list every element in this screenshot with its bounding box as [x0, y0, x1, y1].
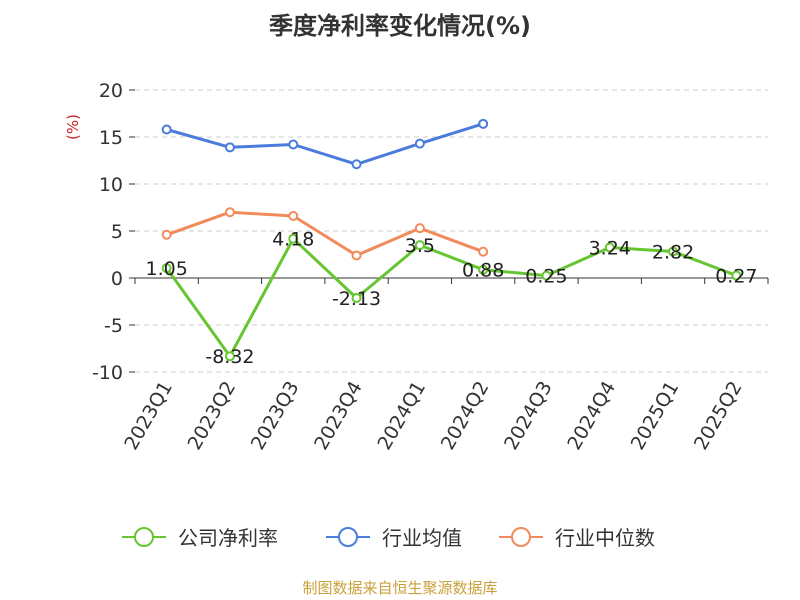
data-point — [161, 263, 172, 274]
y-tick-label: 10 — [99, 174, 123, 196]
legend-label: 行业均值 — [382, 526, 462, 550]
data-point — [604, 242, 615, 253]
y-tick-label: 20 — [99, 80, 123, 102]
data-point — [414, 240, 425, 251]
x-tick-label: 2024Q1 — [373, 378, 430, 454]
data-point — [414, 223, 425, 234]
data-label: 2.82 — [652, 241, 694, 263]
data-point — [224, 142, 235, 153]
source-note: 制图数据来自恒生聚源数据库 — [302, 579, 498, 597]
legend-swatch-marker — [338, 527, 358, 547]
chart-title: 季度净利率变化情况(%) — [269, 12, 531, 40]
x-tick-label: 2023Q1 — [120, 378, 177, 454]
data-point — [161, 229, 172, 240]
data-point — [224, 207, 235, 218]
x-tick-label: 2024Q2 — [437, 378, 494, 454]
data-label: 3.24 — [589, 238, 631, 260]
legend-item: 行业均值 — [326, 526, 462, 550]
data-label: -8.32 — [205, 346, 254, 368]
y-tick-label: 15 — [99, 127, 123, 149]
x-tick-label: 2024Q4 — [563, 378, 620, 454]
data-label: 3.5 — [405, 235, 435, 257]
y-tick-label: 5 — [111, 221, 123, 243]
y-tick-label: -10 — [92, 362, 123, 384]
data-point — [351, 250, 362, 261]
data-point — [351, 293, 362, 304]
y-tick-label: -5 — [104, 315, 123, 337]
x-tick-label: 2023Q2 — [184, 378, 241, 454]
data-label: -2.13 — [332, 288, 381, 310]
legend-swatch-marker — [134, 527, 154, 547]
data-point — [668, 246, 679, 257]
legend-label: 行业中位数 — [555, 526, 655, 550]
x-tick-label: 2023Q3 — [247, 378, 304, 454]
data-label: 1.05 — [145, 258, 187, 280]
data-label: 0.25 — [525, 266, 567, 288]
x-tick-label: 2025Q2 — [690, 378, 747, 454]
x-tick-label: 2025Q1 — [627, 378, 684, 454]
data-point — [541, 270, 552, 281]
data-point — [478, 246, 489, 257]
legend-item: 公司净利率 — [122, 526, 278, 550]
data-label: 0.27 — [715, 265, 757, 287]
data-point — [351, 159, 362, 170]
series-2 — [161, 118, 489, 170]
legend-label: 公司净利率 — [178, 526, 278, 550]
legend-item: 行业中位数 — [499, 526, 655, 550]
data-point — [224, 351, 235, 362]
data-label: 4.18 — [272, 229, 314, 251]
series-line — [165, 237, 737, 358]
data-point — [288, 139, 299, 150]
series-line — [166, 122, 484, 166]
data-point — [478, 264, 489, 275]
y-tick-label: 0 — [111, 268, 123, 290]
data-point — [478, 118, 489, 129]
series-1: 1.05 -8.32 4.18 -2.13 3.5 0.88 0.25 3.24 2.82 0.2… — [145, 229, 757, 369]
data-point — [731, 270, 742, 281]
y-axis-label: (%) — [64, 114, 82, 140]
data-point — [288, 210, 299, 221]
data-point — [161, 124, 172, 135]
series-3 — [161, 207, 489, 261]
data-point — [288, 233, 299, 244]
series-line — [166, 210, 484, 257]
legend-swatch-marker — [511, 527, 531, 547]
x-tick-label: 2024Q3 — [500, 378, 557, 454]
x-tick-label: 2023Q4 — [310, 378, 367, 454]
data-point — [414, 138, 425, 149]
data-label: 0.88 — [462, 260, 504, 282]
